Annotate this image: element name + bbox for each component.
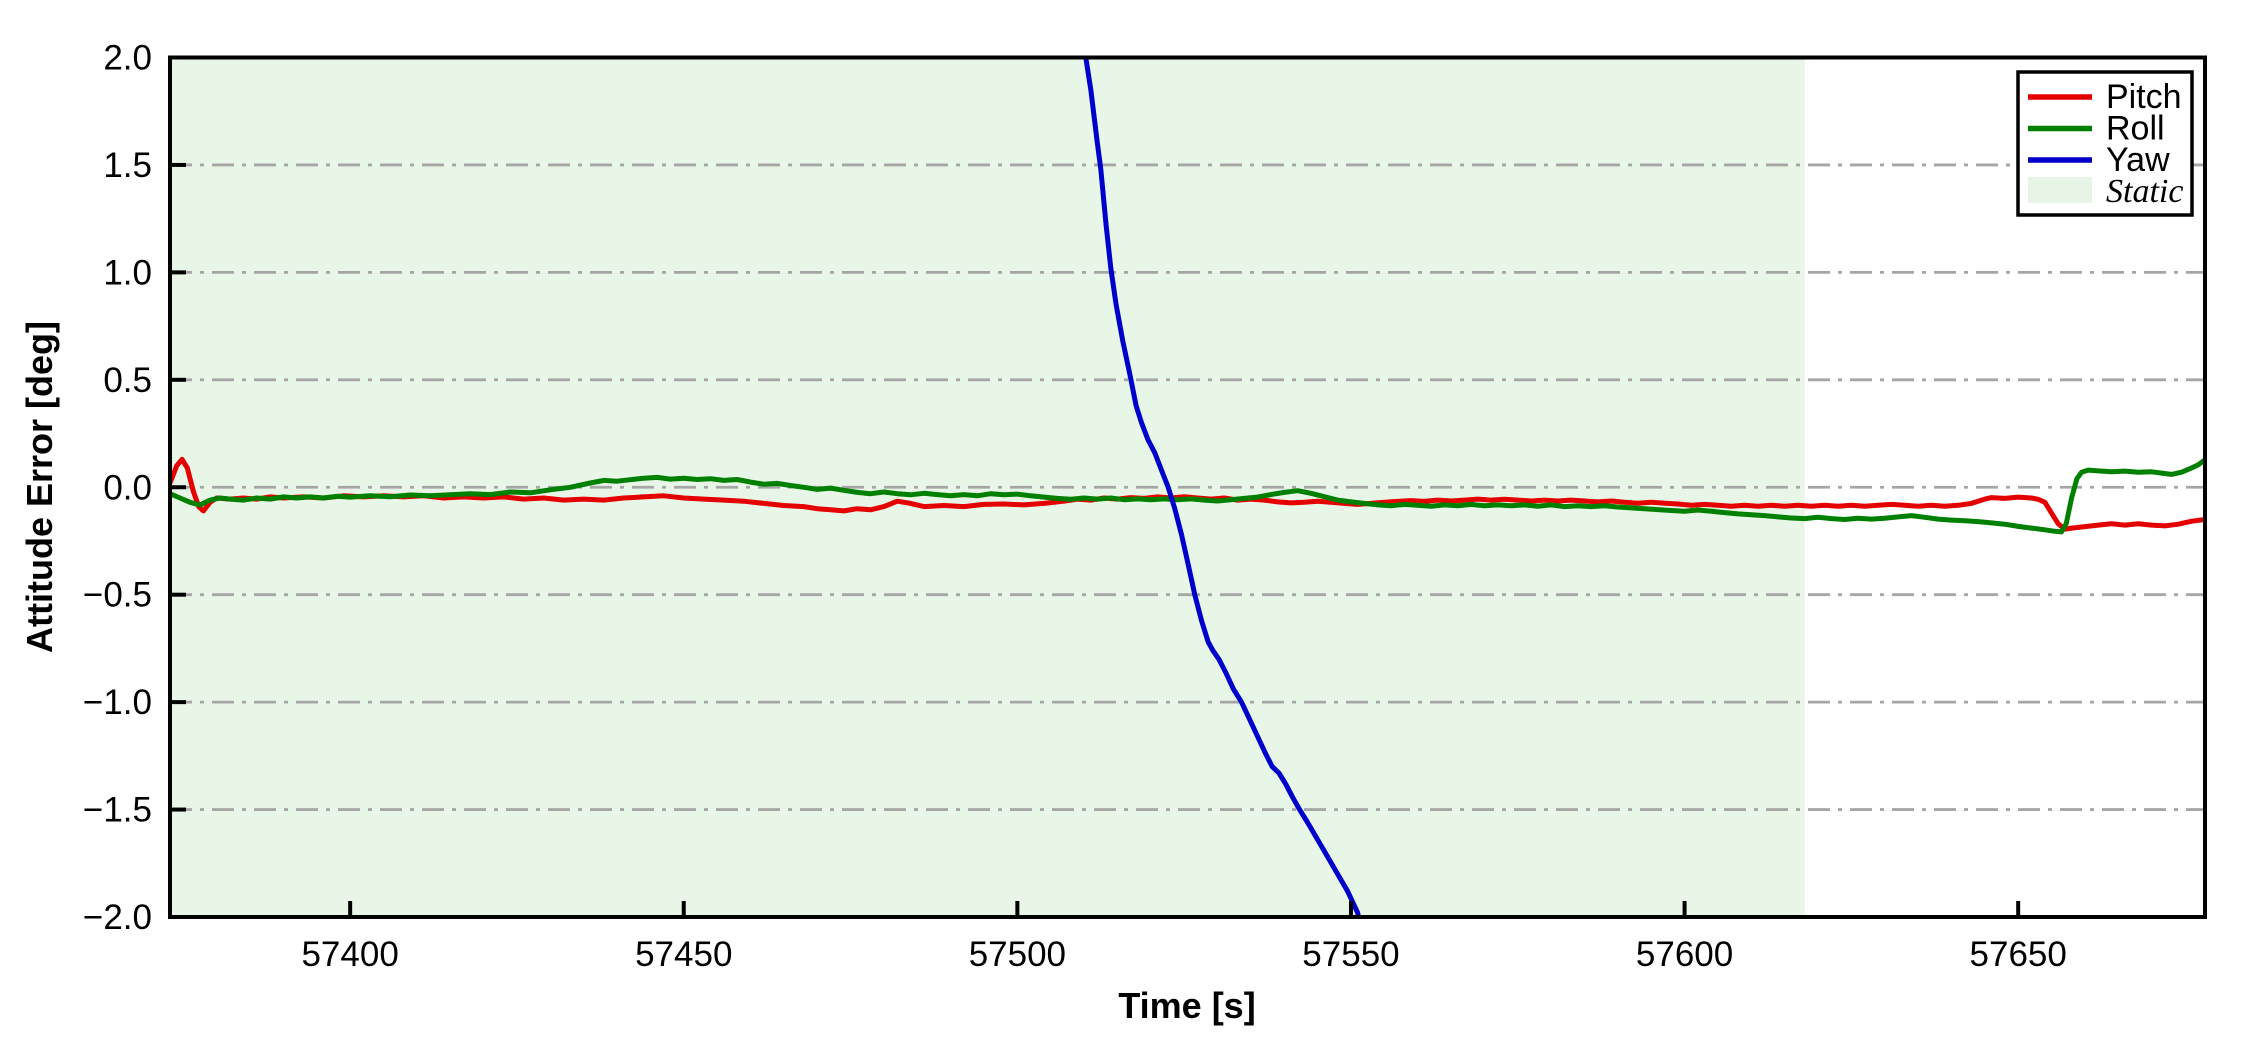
- legend-item-roll: Roll: [2028, 110, 2165, 148]
- data-series: [170, 57, 2205, 917]
- static-patch-swatch: [2028, 177, 2092, 203]
- x-tick-label: 57650: [1970, 935, 2067, 974]
- y-tick-label: −1.0: [83, 683, 152, 722]
- y-tick-label: −0.5: [83, 576, 152, 615]
- legend-label-static: Static: [2106, 173, 2183, 210]
- y-tick-label: 2.0: [103, 39, 152, 78]
- x-tick-label: 57600: [1636, 935, 1733, 974]
- legend-item-static: Static: [2028, 173, 2183, 210]
- x-tick-label: 57500: [969, 935, 1066, 974]
- gridlines: [170, 163, 2205, 811]
- y-tick-label: 0.5: [103, 361, 152, 400]
- x-tick-label: 57550: [1302, 935, 1399, 974]
- y-tick-labels: 2.0 1.5 1.0 0.5 0.0 −0.5 −1.0 −1.5 −2.0: [83, 39, 152, 938]
- legend-item-pitch: Pitch: [2028, 78, 2182, 116]
- x-tick-label: 57450: [635, 935, 732, 974]
- y-tick-label: −2.0: [83, 898, 152, 937]
- x-tick-labels: 57400 57450 57500 57550 57600 57650: [301, 935, 2066, 974]
- y-tick-label: −1.5: [83, 791, 152, 830]
- legend-item-yaw: Yaw: [2028, 141, 2170, 179]
- legend-label-roll: Roll: [2106, 110, 2165, 148]
- legend: Pitch Roll Yaw Static: [2016, 70, 2194, 217]
- plot-border: [168, 55, 2207, 919]
- legend-label-yaw: Yaw: [2106, 141, 2170, 179]
- y-tick-label: 1.5: [103, 146, 152, 185]
- legend-label-pitch: Pitch: [2106, 78, 2182, 116]
- axis-ticks: [170, 55, 2021, 919]
- series-pitch-line: [170, 456, 2205, 532]
- y-axis-label: Attitude Error [deg]: [19, 321, 60, 653]
- x-tick-label: 57400: [301, 935, 398, 974]
- x-axis-label: Time [s]: [1118, 985, 1255, 1026]
- series-roll-line: [170, 457, 2205, 535]
- y-tick-label: 1.0: [103, 253, 152, 292]
- y-tick-label: 0.0: [103, 468, 152, 507]
- series-yaw-line: [1083, 57, 1362, 917]
